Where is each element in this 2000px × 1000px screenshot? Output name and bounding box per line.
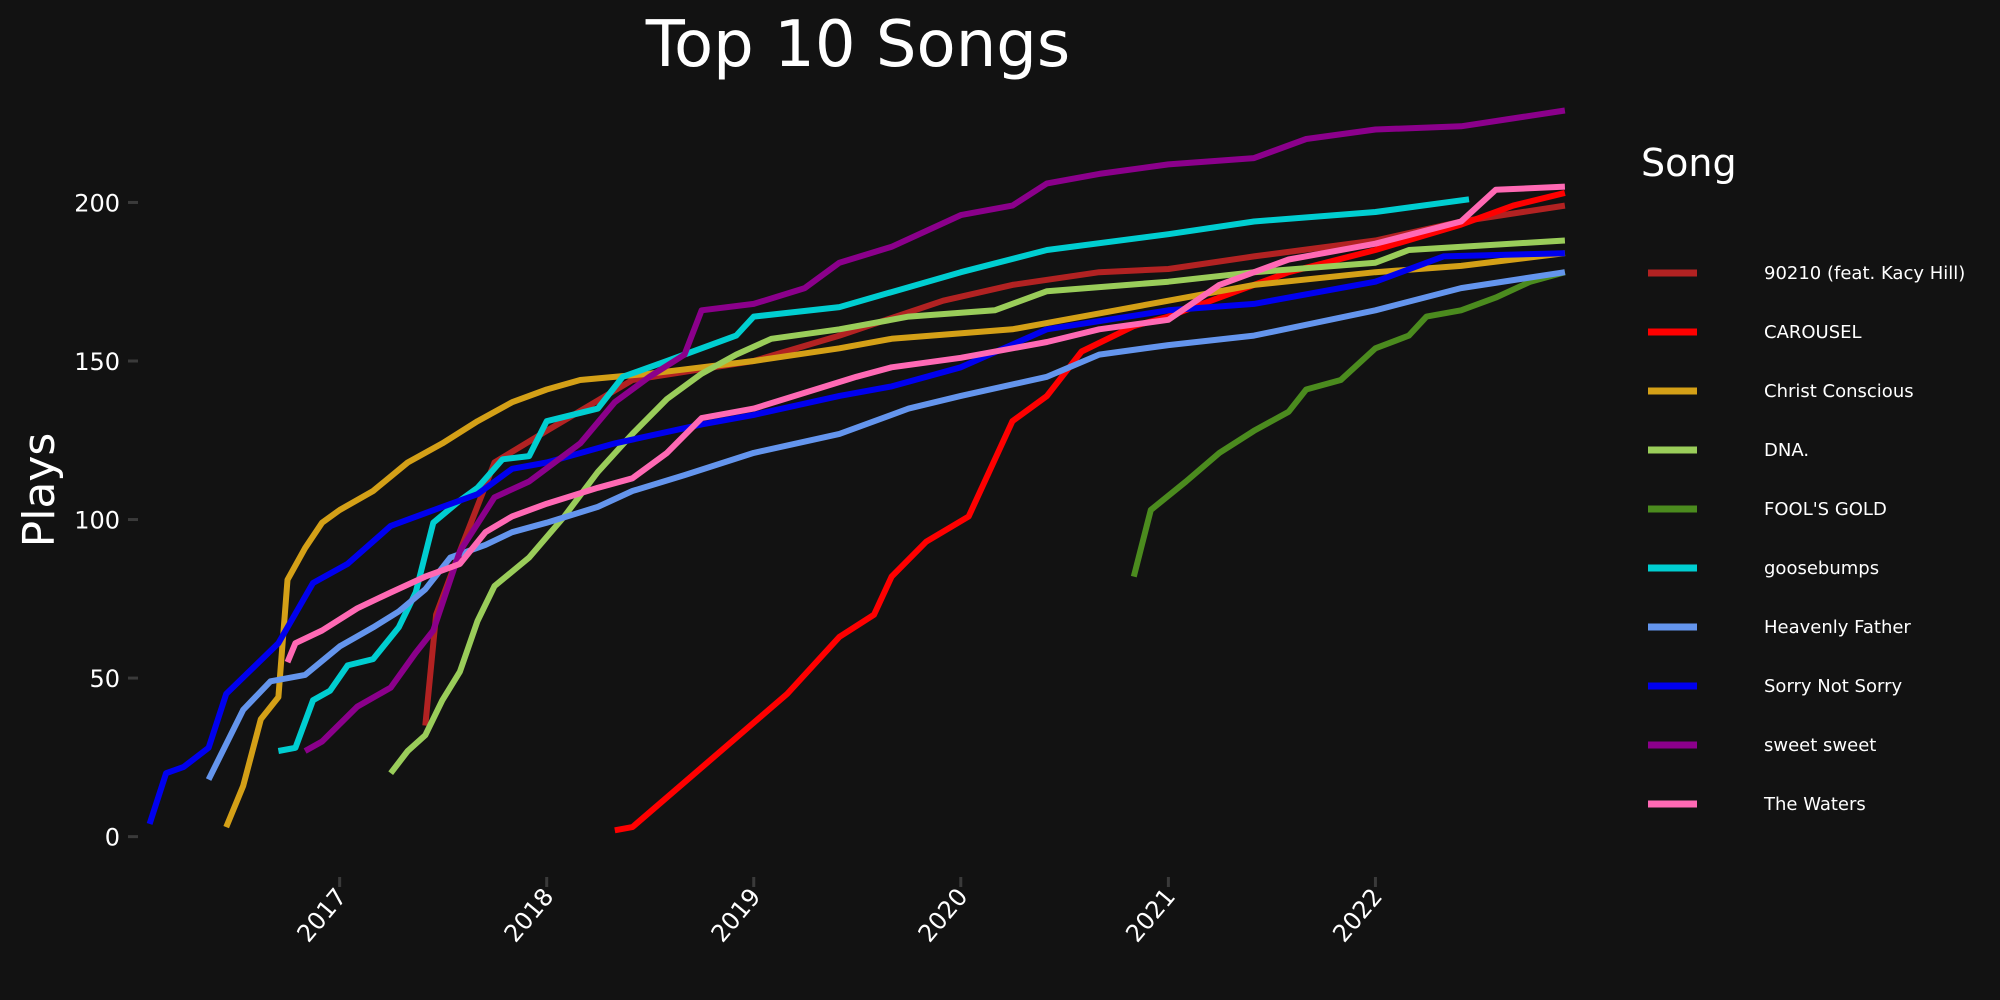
y-axis: 0 50 100 150 200	[74, 189, 138, 852]
legend: Song 90210 (feat. Kacy Hill) CAROUSEL Chri…	[1641, 141, 1965, 815]
legend-label-christ-conscious: Christ Conscious	[1764, 381, 1914, 402]
legend-items: 90210 (feat. Kacy Hill) CAROUSEL Christ Co…	[1648, 263, 1965, 815]
y-tick-label: 0	[105, 824, 120, 852]
chart-title: Top 10 Songs	[645, 8, 1070, 82]
y-tick-label: 50	[89, 665, 120, 693]
legend-title: Song	[1641, 141, 1737, 185]
legend-label-heavenly-father: Heavenly Father	[1764, 617, 1911, 638]
series-line-goosebumps	[277, 196, 1470, 754]
legend-label-sweet-sweet: sweet sweet	[1764, 735, 1876, 756]
legend-label-90210-feat-kacy-hill: 90210 (feat. Kacy Hill)	[1764, 263, 1965, 284]
series-line-fool-s-gold	[1130, 269, 1566, 578]
y-tick-label: 100	[74, 507, 120, 535]
legend-label-carousel: CAROUSEL	[1764, 322, 1862, 343]
legend-label-dna: DNA.	[1764, 440, 1809, 461]
y-tick-label: 150	[74, 348, 120, 376]
series-line-sorry-not-sorry	[146, 250, 1565, 825]
series-line-the-waters	[284, 183, 1566, 664]
legend-label-fool-s-gold: FOOL'S GOLD	[1764, 499, 1887, 520]
y-axis-label: Plays	[14, 433, 65, 548]
series-line-carousel	[614, 189, 1566, 834]
legend-label-sorry-not-sorry: Sorry Not Sorry	[1764, 676, 1902, 697]
series-line-sweet-sweet	[303, 107, 1566, 754]
legend-label-the-waters: The Waters	[1763, 794, 1866, 815]
legend-label-goosebumps: goosebumps	[1764, 558, 1879, 579]
series-lines	[146, 107, 1566, 834]
y-tick-label: 200	[74, 189, 120, 217]
series-line-christ-conscious	[223, 250, 1566, 829]
series-line-dna	[388, 237, 1566, 776]
series-line-heavenly-father	[205, 269, 1566, 781]
